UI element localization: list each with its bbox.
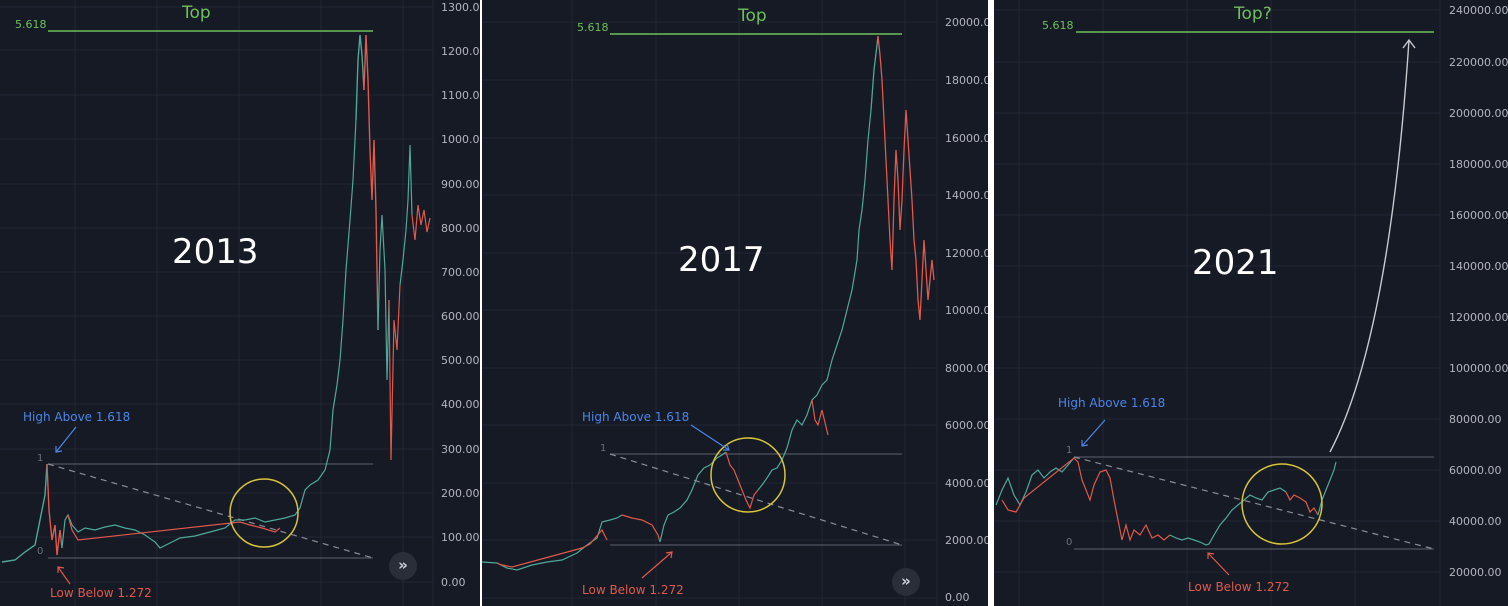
price-axis-tick: 1000.00 (441, 133, 480, 146)
price-axis-tick: 14000.00 (945, 189, 988, 202)
price-axis-tick: 2000.00 (945, 534, 988, 547)
price-axis-tick: 40000.00 (1449, 515, 1502, 528)
price-axis-tick: 180000.00 (1449, 158, 1508, 171)
price-axis-tick: 0.00 (945, 591, 970, 604)
price-axis-tick: 1200.00 (441, 45, 480, 58)
fib-level-5618-label: 5.618 (577, 21, 609, 34)
price-axis-tick: 1300.00 (441, 1, 480, 14)
price-axis-tick: 0.00 (441, 576, 466, 589)
price-axis-tick: 80000.00 (1449, 413, 1502, 426)
high-above-annotation: High Above 1.618 (1058, 396, 1166, 410)
high-above-annotation: High Above 1.618 (23, 410, 131, 424)
fib-level-1-label: 1 (600, 443, 607, 454)
price-axis-tick: 220000.00 (1449, 56, 1508, 69)
price-axis-tick: 200000.00 (1449, 107, 1508, 120)
low-below-annotation: Low Below 1.272 (1188, 580, 1290, 594)
price-axis-tick: 800.00 (441, 222, 480, 235)
top-annotation: Top (738, 6, 767, 26)
fib-level-1-label: 1 (37, 453, 44, 464)
price-axis-tick: 10000.00 (945, 304, 988, 317)
price-axis-tick: 18000.00 (945, 74, 988, 87)
price-axis-tick: 300.00 (441, 443, 480, 456)
price-axis-tick: 140000.00 (1449, 260, 1508, 273)
price-axis-tick: 20000.00 (1449, 566, 1502, 579)
fib-level-5618-label: 5.618 (1042, 19, 1074, 32)
price-axis-tick: 900.00 (441, 178, 480, 191)
price-axis-tick: 400.00 (441, 398, 480, 411)
year-label: 2017 (678, 240, 765, 280)
chart-canvas-2021 (994, 0, 1441, 606)
price-axis-tick: 12000.00 (945, 247, 988, 260)
price-axis-tick: 120000.00 (1449, 311, 1508, 324)
price-axis-tick: 500.00 (441, 354, 480, 367)
price-axis-tick: 4000.00 (945, 477, 988, 490)
price-axis-tick: 600.00 (441, 310, 480, 323)
price-axis-tick: 240000.00 (1449, 4, 1508, 17)
chart-canvas-2013 (0, 0, 434, 606)
low-below-annotation: Low Below 1.272 (50, 586, 152, 600)
price-axis-tick: 100.00 (441, 531, 480, 544)
fib-level-5618-label: 5.618 (15, 18, 47, 31)
price-axis-tick: 100000.00 (1449, 362, 1508, 375)
high-above-annotation: High Above 1.618 (582, 410, 690, 424)
top-annotation: Top (182, 3, 211, 23)
price-axis-tick: 20000.00 (945, 16, 988, 29)
chart-panel-2017: 5.618 Top 2017 1 High Above 1.618 Low Be… (482, 0, 988, 606)
price-axis-tick: 200.00 (441, 487, 480, 500)
price-axis-tick: 700.00 (441, 266, 480, 279)
top-annotation: Top? (1234, 4, 1272, 24)
price-axis-tick: 16000.00 (945, 132, 988, 145)
year-label: 2013 (172, 232, 259, 272)
price-axis-tick: 1100.00 (441, 89, 480, 102)
fib-level-1-label: 1 (1066, 445, 1073, 456)
chart-canvas-2017 (482, 0, 938, 606)
scroll-to-realtime-button[interactable]: » (892, 568, 920, 596)
fib-level-0-label: 0 (37, 546, 44, 557)
price-axis-tick: 8000.00 (945, 362, 988, 375)
price-axis-tick: 6000.00 (945, 419, 988, 432)
chart-panel-2013: 5.618 Top 2013 1 0 High Above 1.618 Low … (0, 0, 480, 606)
price-axis-tick: 60000.00 (1449, 464, 1502, 477)
price-axis-tick: 160000.00 (1449, 209, 1508, 222)
fib-level-0-label: 0 (1066, 537, 1073, 548)
chart-panel-2021: 5.618 Top? 2021 1 0 High Above 1.618 Low… (994, 0, 1508, 606)
scroll-to-realtime-button[interactable]: » (389, 552, 417, 580)
year-label: 2021 (1192, 243, 1279, 283)
low-below-annotation: Low Below 1.272 (582, 583, 684, 597)
